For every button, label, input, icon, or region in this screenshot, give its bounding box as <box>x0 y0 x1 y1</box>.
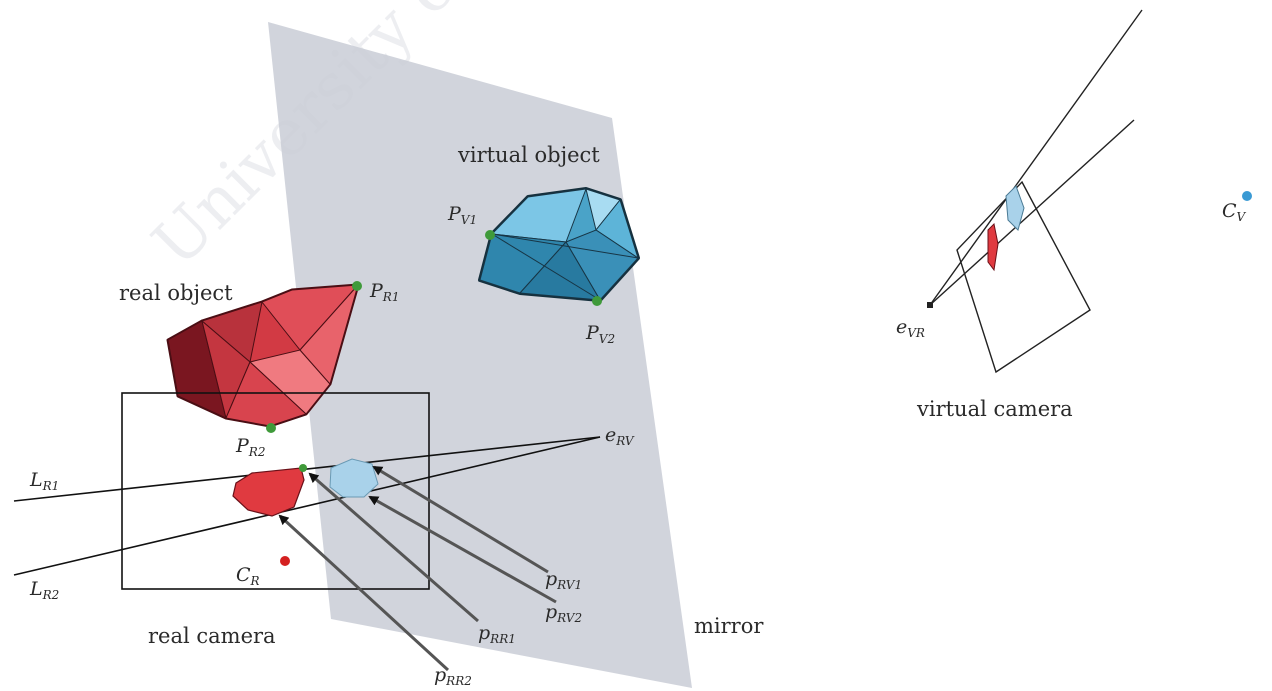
point-P-R1 <box>352 281 362 291</box>
real-object <box>166 283 360 428</box>
point-p-RR1 <box>299 464 307 472</box>
virtual-camera-blue-projection <box>1005 185 1025 231</box>
label-real-object: real object <box>119 281 233 305</box>
label-virtual-camera: virtual camera <box>916 397 1073 421</box>
label-L-R2: LR2 <box>29 578 59 602</box>
label-C-R: CR <box>236 564 260 588</box>
arrow-p-RR1 <box>308 472 479 623</box>
label-mirror: mirror <box>694 614 764 638</box>
label-P-R1: PR1 <box>369 280 399 304</box>
camera-center-C-R <box>280 556 290 566</box>
label-C-V: CV <box>1222 200 1247 224</box>
virtual-camera-diagram <box>927 9 1143 374</box>
arrow-p-RV2 <box>368 495 557 604</box>
label-P-V1: PV1 <box>447 203 477 227</box>
epipolar-line-L-R2 <box>13 436 601 576</box>
real-camera-image-plane <box>121 392 430 590</box>
virtual-object-projection <box>329 458 379 498</box>
label-P-R2: PR2 <box>235 435 265 459</box>
real-object-projection <box>232 467 305 517</box>
label-real-camera: real camera <box>148 624 276 648</box>
label-p-RR2: pRR2 <box>434 664 472 688</box>
label-L-R1: LR1 <box>29 469 59 493</box>
label-e-VR: eVR <box>896 316 925 340</box>
label-e-RV: eRV <box>605 424 635 448</box>
camera-center-C-V <box>1242 191 1252 201</box>
label-virtual-object: virtual object <box>457 143 600 167</box>
label-P-V2: PV2 <box>585 322 615 346</box>
label-p-RV1: pRV1 <box>545 568 582 592</box>
label-p-RV2: pRV2 <box>545 601 582 625</box>
virtual-camera-image-plane <box>956 180 1091 374</box>
point-P-V1 <box>485 230 495 240</box>
label-p-RR1: pRR1 <box>478 622 516 646</box>
epipolar-line-L-R1 <box>13 436 601 502</box>
point-P-V2 <box>592 296 602 306</box>
point-P-R2 <box>266 423 276 433</box>
arrow-p-RR2 <box>278 514 450 672</box>
arrow-p-RV1 <box>372 465 549 574</box>
virtual-camera-red-projection <box>987 222 999 272</box>
virtual-object <box>478 187 640 302</box>
